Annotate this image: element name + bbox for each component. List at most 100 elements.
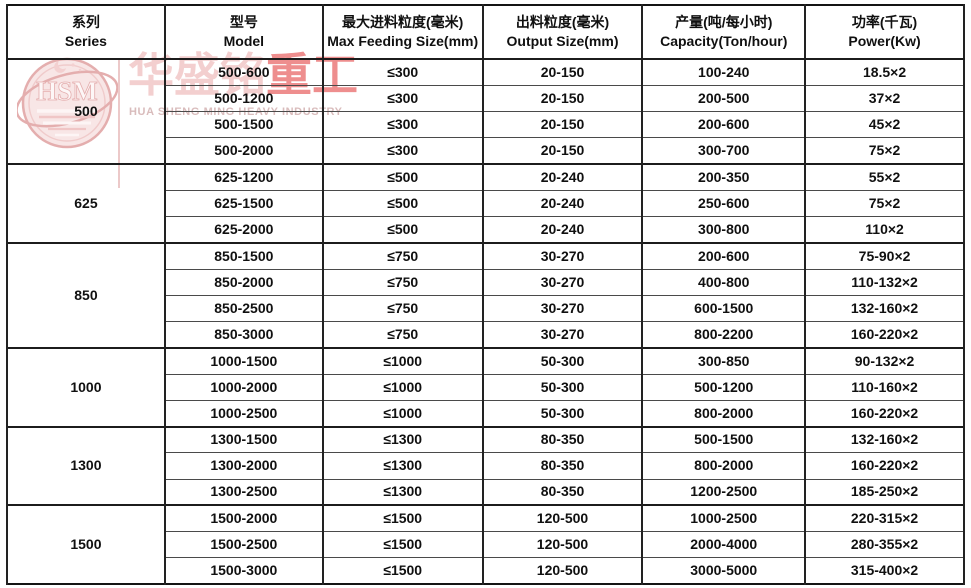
column-header-zh: 最大进料粒度(毫米) <box>342 14 464 31</box>
model-cell: 1300-2500 <box>163 478 324 506</box>
column-header-en: Output Size(mm) <box>506 33 619 49</box>
series-cell: 1000 <box>6 346 166 427</box>
column-header-power: 功率(千瓦) Power(Kw) <box>804 4 965 60</box>
max-feeding-cell: ≤1300 <box>321 425 484 454</box>
model-cell: 1300-2000 <box>163 452 324 480</box>
series-cell: 500 <box>6 58 166 165</box>
model-cell: 625-2000 <box>163 215 324 244</box>
column-header-en: Max Feeding Size(mm) <box>327 33 479 49</box>
capacity-cell: 1000-2500 <box>641 504 807 533</box>
output-size-cell: 50-300 <box>481 346 644 375</box>
capacity-cell: 800-2000 <box>641 452 807 480</box>
table-row: 1500-3000 ≤1500 120-500 3000-5000 315-400×2 <box>7 557 965 585</box>
table-row: 1300-2000 ≤1300 80-350 800-2000 160-220×2 <box>7 452 965 480</box>
capacity-cell: 200-350 <box>641 162 807 191</box>
power-cell: 55×2 <box>804 162 965 191</box>
output-size-cell: 120-500 <box>481 530 644 559</box>
table-row: 850 850-1500 ≤750 30-270 200-600 75-90×2 <box>6 241 965 349</box>
capacity-cell: 800-2000 <box>641 399 807 428</box>
model-cell: 625-1200 <box>163 162 324 191</box>
capacity-cell: 300-850 <box>641 346 807 375</box>
capacity-cell: 2000-4000 <box>641 530 807 559</box>
capacity-cell: 500-1500 <box>641 425 807 454</box>
column-header-model: 型号 Model <box>163 4 324 60</box>
capacity-cell: 300-800 <box>641 215 807 244</box>
column-header-zh: 型号 <box>229 14 258 31</box>
model-cell: 500-1200 <box>163 84 324 113</box>
output-size-cell: 20-150 <box>481 57 644 86</box>
max-feeding-cell: ≤750 <box>321 268 484 296</box>
power-cell: 132-160×2 <box>804 294 965 323</box>
power-cell: 220-315×2 <box>804 504 965 533</box>
table-header: 系列 Series 型号 Model 最大进料粒度(毫米) Max Feeding Siz… <box>6 4 965 60</box>
model-cell: 1500-2500 <box>163 530 324 559</box>
table-row: 1300 1300-1500 ≤1300 80-350 500-1500 132-160×… <box>6 425 965 506</box>
output-size-cell: 50-300 <box>481 373 644 401</box>
model-cell: 1000-1500 <box>163 346 324 375</box>
column-header-zh: 产量(吨/每小时) <box>675 14 773 31</box>
table-row: 1500 1500-2000 ≤1500 120-500 1000-2500 220-31… <box>6 504 965 585</box>
power-cell: 110×2 <box>804 215 965 244</box>
output-size-cell: 30-270 <box>481 241 644 270</box>
output-size-cell: 80-350 <box>481 425 644 454</box>
capacity-cell: 800-2200 <box>641 320 807 349</box>
column-header-en: Capacity(Ton/hour) <box>660 33 788 49</box>
table-row: 850-2500 ≤750 30-270 600-1500 132-160×2 <box>7 294 965 323</box>
output-size-cell: 50-300 <box>481 399 644 428</box>
power-cell: 315-400×2 <box>804 557 965 585</box>
series-cell: 1300 <box>6 425 166 506</box>
header-row: 系列 Series 型号 Model 最大进料粒度(毫米) Max Feeding Siz… <box>6 4 965 60</box>
max-feeding-cell: ≤750 <box>321 241 484 270</box>
power-cell: 75×2 <box>804 189 965 218</box>
table-row: 500 500-600 ≤300 20-150 100-240 18.5×2 <box>6 57 965 165</box>
capacity-cell: 400-800 <box>641 268 807 296</box>
column-header-zh: 功率(千瓦) <box>851 14 918 31</box>
model-cell: 500-600 <box>163 57 324 86</box>
output-size-cell: 20-150 <box>481 137 644 165</box>
table-row: 1300-2500 ≤1300 80-350 1200-2500 185-250×2 <box>7 478 965 506</box>
column-header-series: 系列 Series <box>6 4 166 60</box>
power-cell: 160-220×2 <box>804 452 965 480</box>
series-cell: 850 <box>6 241 166 349</box>
max-feeding-cell: ≤500 <box>321 162 484 191</box>
power-cell: 18.5×2 <box>804 57 965 86</box>
model-cell: 850-3000 <box>163 320 324 349</box>
table-row: 500-2000 ≤300 20-150 300-700 75×2 <box>7 137 965 165</box>
power-cell: 90-132×2 <box>804 346 965 375</box>
max-feeding-cell: ≤300 <box>321 57 484 86</box>
max-feeding-cell: ≤750 <box>321 294 484 323</box>
max-feeding-cell: ≤300 <box>321 137 484 165</box>
power-cell: 75-90×2 <box>804 241 965 270</box>
column-header-capacity: 产量(吨/每小时) Capacity(Ton/hour) <box>641 4 807 60</box>
output-size-cell: 20-240 <box>481 215 644 244</box>
power-cell: 280-355×2 <box>804 530 965 559</box>
table-row: 1000 1000-1500 ≤1000 50-300 300-850 90-132×2 <box>6 346 965 427</box>
max-feeding-cell: ≤300 <box>321 110 484 139</box>
capacity-cell: 250-600 <box>641 189 807 218</box>
output-size-cell: 120-500 <box>481 557 644 585</box>
max-feeding-cell: ≤750 <box>321 320 484 349</box>
column-header-zh: 出料粒度(毫米) <box>515 14 610 31</box>
model-cell: 1300-1500 <box>163 425 324 454</box>
output-size-cell: 120-500 <box>481 504 644 533</box>
capacity-cell: 100-240 <box>641 57 807 86</box>
max-feeding-cell: ≤500 <box>321 189 484 218</box>
table-row: 850-2000 ≤750 30-270 400-800 110-132×2 <box>7 268 965 296</box>
power-cell: 37×2 <box>804 84 965 113</box>
output-size-cell: 30-270 <box>481 294 644 323</box>
column-header-en: Model <box>223 33 265 49</box>
output-size-cell: 20-150 <box>481 84 644 113</box>
output-size-cell: 20-150 <box>481 110 644 139</box>
capacity-cell: 300-700 <box>641 137 807 165</box>
model-cell: 1000-2000 <box>163 373 324 401</box>
power-cell: 160-220×2 <box>804 320 965 349</box>
power-cell: 75×2 <box>804 137 965 165</box>
model-cell: 1000-2500 <box>163 399 324 428</box>
output-size-cell: 20-240 <box>481 189 644 218</box>
max-feeding-cell: ≤1500 <box>321 504 484 533</box>
table-row: 1000-2500 ≤1000 50-300 800-2000 160-220×2 <box>7 399 965 428</box>
capacity-cell: 1200-2500 <box>641 478 807 506</box>
model-cell: 625-1500 <box>163 189 324 218</box>
max-feeding-cell: ≤500 <box>321 215 484 244</box>
